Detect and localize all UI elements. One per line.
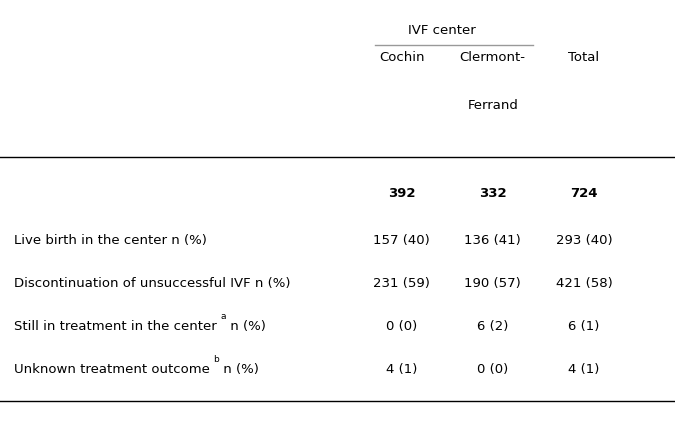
- Text: Unknown treatment outcome: Unknown treatment outcome: [14, 363, 213, 375]
- Text: 332: 332: [479, 187, 506, 199]
- Text: 6 (2): 6 (2): [477, 320, 508, 332]
- Text: 293 (40): 293 (40): [556, 234, 612, 247]
- Text: b: b: [213, 355, 219, 364]
- Text: n (%): n (%): [226, 320, 266, 332]
- Text: 231 (59): 231 (59): [373, 277, 430, 290]
- Text: 4 (1): 4 (1): [386, 363, 417, 375]
- Text: Total: Total: [568, 51, 599, 64]
- Text: IVF center: IVF center: [408, 24, 476, 36]
- Text: 4 (1): 4 (1): [568, 363, 599, 375]
- Text: 0 (0): 0 (0): [386, 320, 417, 332]
- Text: 724: 724: [570, 187, 597, 199]
- Text: 136 (41): 136 (41): [464, 234, 521, 247]
- Text: Cochin: Cochin: [379, 51, 425, 64]
- Text: 0 (0): 0 (0): [477, 363, 508, 375]
- Text: Still in treatment in the center: Still in treatment in the center: [14, 320, 221, 332]
- Text: a: a: [221, 312, 226, 321]
- Text: 6 (1): 6 (1): [568, 320, 599, 332]
- Text: Clermont-: Clermont-: [460, 51, 526, 64]
- Text: 392: 392: [388, 187, 415, 199]
- Text: n (%): n (%): [219, 363, 259, 375]
- Text: 190 (57): 190 (57): [464, 277, 521, 290]
- Text: Ferrand: Ferrand: [467, 99, 518, 112]
- Text: 421 (58): 421 (58): [556, 277, 612, 290]
- Text: Live birth in the center n (%): Live birth in the center n (%): [14, 234, 207, 247]
- Text: Discontinuation of unsuccessful IVF n (%): Discontinuation of unsuccessful IVF n (%…: [14, 277, 290, 290]
- Text: 157 (40): 157 (40): [373, 234, 430, 247]
